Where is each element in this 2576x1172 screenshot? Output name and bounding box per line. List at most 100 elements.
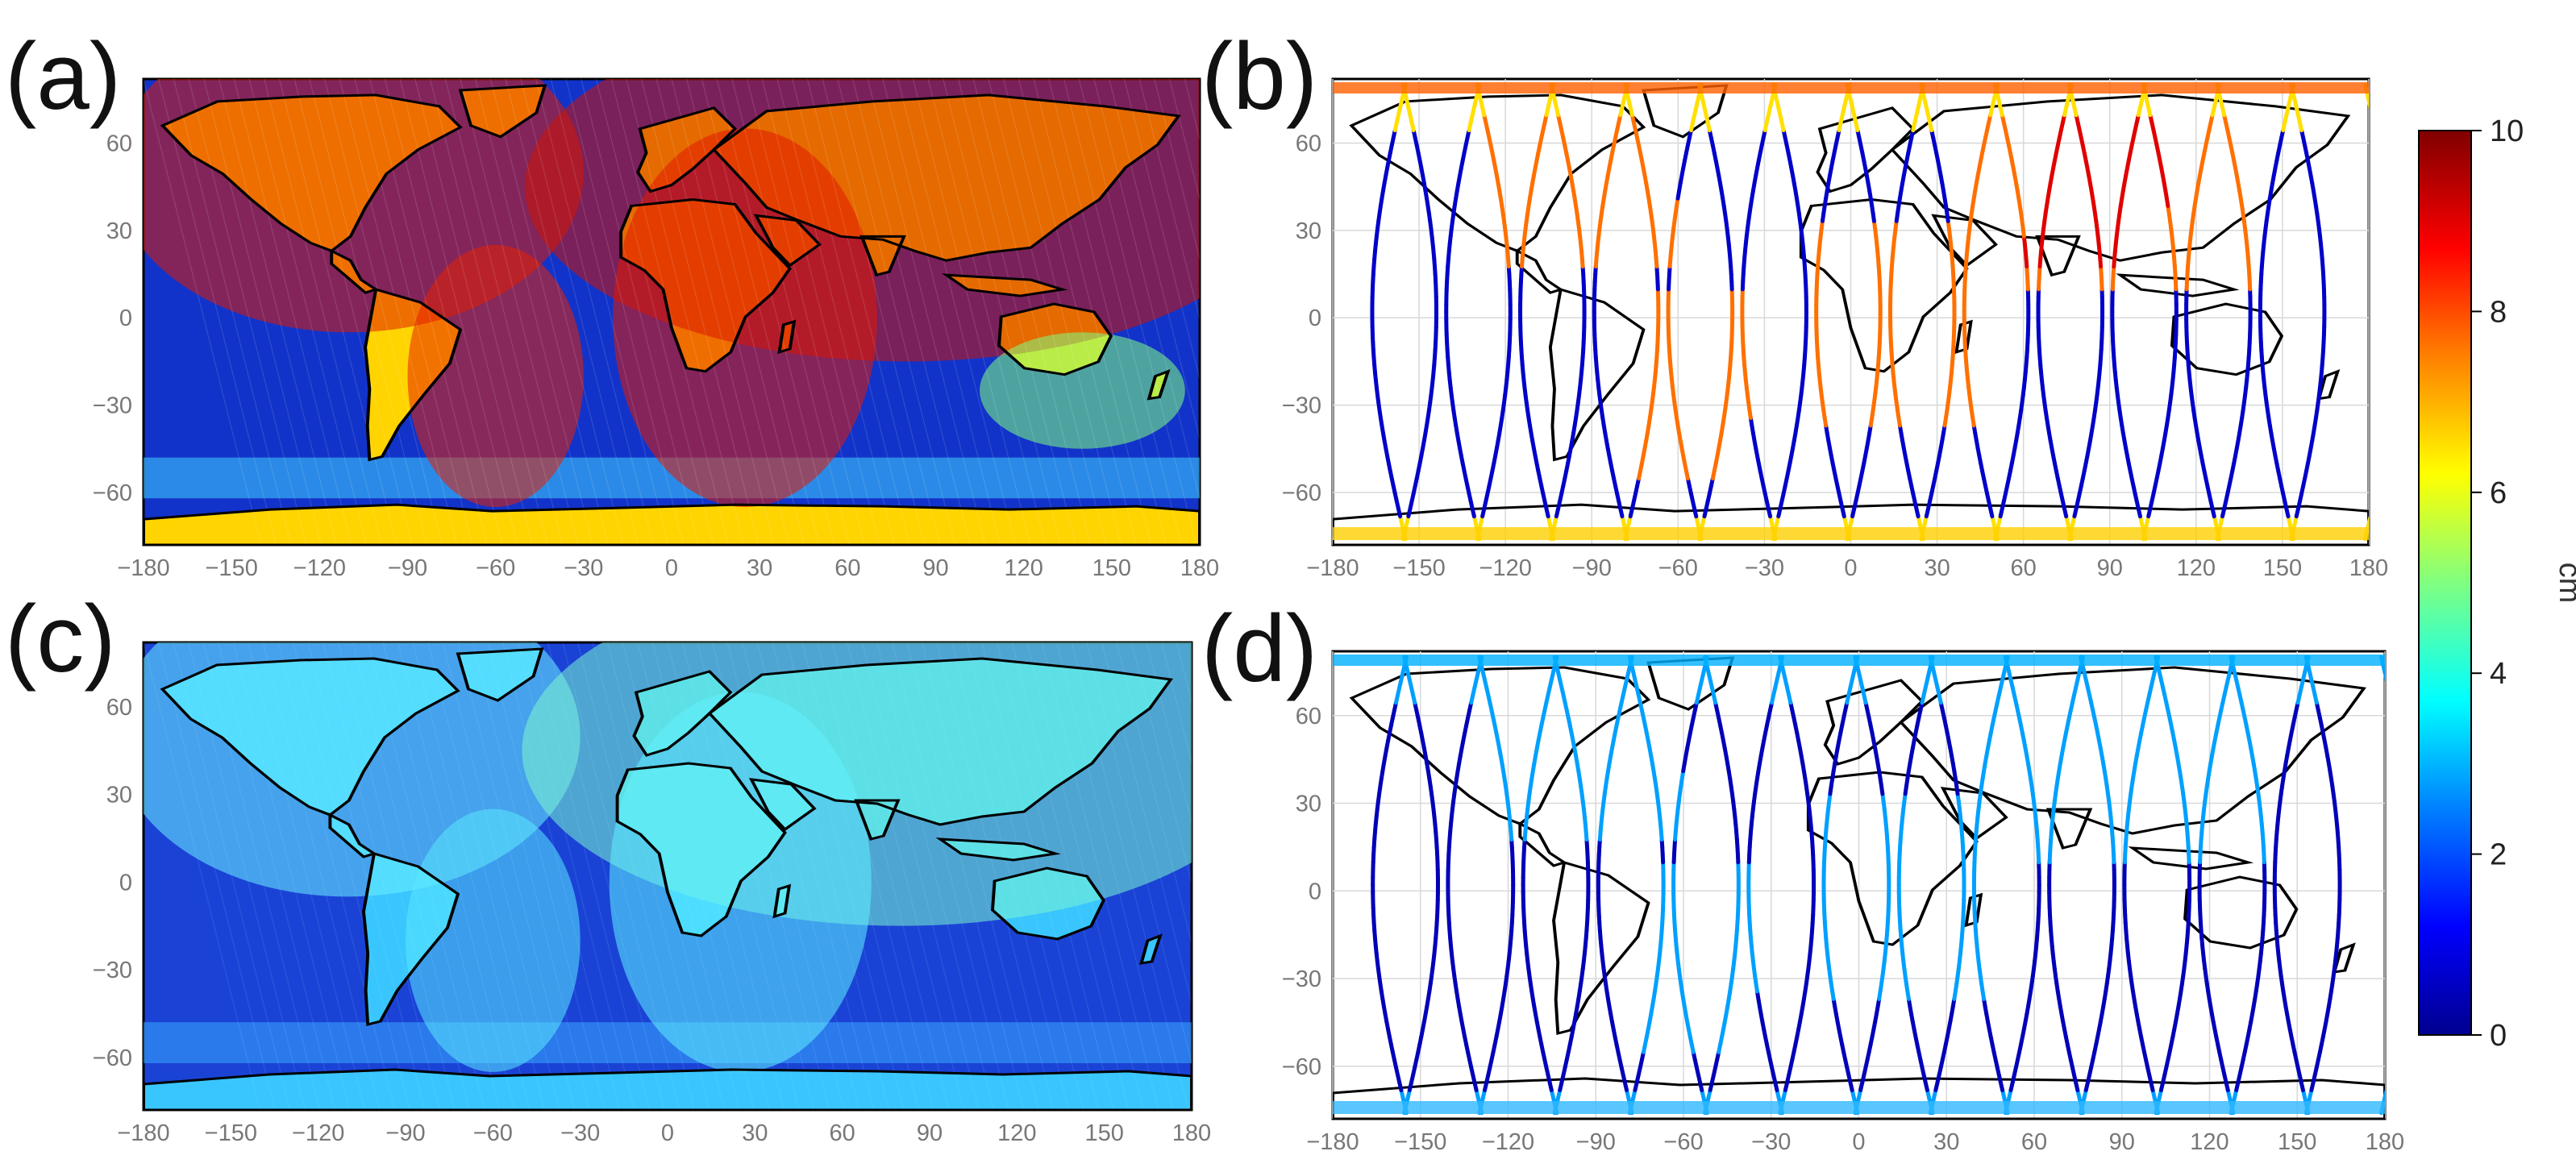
panel-c-letter: (c) [5, 586, 116, 692]
colorbar-ticks: 10 8 6 4 2 0 [2471, 114, 2524, 1053]
colorbar-tick-label: 10 [2490, 114, 2524, 148]
orbit-streak [851, 79, 971, 545]
orbit-streak [158, 79, 277, 545]
track-segment [1316, 1045, 1317, 1052]
x-tick-label: 60 [2021, 1129, 2047, 1155]
track-segment [2397, 350, 2398, 357]
panel-b-axes: −180 −150 −120 −90 −60 −30 0 30 60 90 120 150 180 60 3… [1282, 131, 2388, 581]
track-segment [1333, 83, 1334, 89]
orbit-streak [337, 642, 456, 1110]
x-tick-label: 180 [2366, 1129, 2404, 1155]
track-segment [2393, 229, 2394, 236]
x-tick-label: −180 [1306, 1129, 1359, 1155]
orbit-streak [1101, 642, 1192, 1005]
panel-c-field [144, 642, 1192, 1110]
track-segment [1310, 441, 1312, 448]
x-tick-label: 150 [2278, 1129, 2316, 1155]
track-segment [2368, 514, 2369, 517]
track-segment [1298, 916, 1299, 923]
track-segment [1307, 418, 1308, 425]
orbit-streak [505, 79, 624, 545]
track-segment [1328, 1098, 1330, 1105]
track-segment [1312, 448, 1313, 455]
track-segment [2396, 259, 2397, 266]
track-segment [2378, 145, 2380, 152]
y-tick-label: 0 [1309, 305, 1321, 331]
orbit-streak [520, 79, 639, 545]
orbit-streak [607, 642, 725, 1110]
orbit-streak [756, 642, 875, 1110]
orbit-streak [277, 642, 396, 1110]
orbit-streak [1041, 642, 1159, 1110]
orbit-streak [882, 79, 1001, 545]
orbit-streak [927, 79, 1047, 545]
orbit-streak [550, 79, 669, 545]
orbit-streak [382, 642, 501, 1110]
track-segment [1326, 672, 1328, 680]
track-segment [1312, 741, 1313, 748]
track-segment [2395, 718, 2397, 725]
x-tick-label: −120 [1482, 1129, 1534, 1155]
track-segment [2413, 832, 2414, 839]
y-tick-label: 0 [119, 305, 132, 331]
track-segment [2401, 1014, 2403, 1021]
orbit-streak [352, 642, 471, 1110]
track-segment [1301, 954, 1302, 961]
orbit-streak [412, 642, 531, 1110]
orbit-streak [532, 642, 650, 1110]
orbit-streak [576, 642, 695, 1110]
x-tick-label: −180 [117, 1120, 169, 1146]
track-segment [1333, 535, 1334, 541]
x-tick-label: −150 [1394, 1129, 1446, 1155]
track-segment [1302, 380, 1303, 388]
x-tick-label: 120 [2177, 555, 2216, 581]
x-tick-label: −60 [1663, 1129, 1703, 1155]
orbit-streak [726, 642, 845, 1110]
orbit-streak [1017, 79, 1137, 545]
track-segment [2410, 961, 2411, 968]
track-segment [2399, 734, 2400, 741]
track-segment [2392, 221, 2393, 228]
orbit-streak [837, 79, 955, 545]
x-tick-label: −60 [473, 1120, 513, 1146]
track-segment [2407, 976, 2408, 983]
orbit-streak [369, 79, 488, 545]
orbit-streak [248, 79, 368, 545]
track-segment [2392, 703, 2394, 710]
orbit-streak [716, 79, 835, 545]
polar-track-band [1333, 527, 2369, 540]
orbit-streak [232, 642, 351, 1110]
y-tick-label: 60 [1296, 131, 1321, 156]
x-tick-label: 180 [2349, 555, 2388, 581]
x-tick-label: 30 [1924, 555, 1950, 581]
track-segment [1326, 517, 1328, 524]
x-tick-label: 60 [2011, 555, 2037, 581]
orbit-streak [981, 642, 1100, 1110]
x-tick-label: −120 [1479, 555, 1532, 581]
x-tick-label: 90 [2097, 555, 2123, 581]
track-segment [2392, 395, 2393, 402]
orbit-streak [786, 642, 905, 1110]
orbit-streak [876, 642, 995, 1110]
track-segment [1309, 1007, 1310, 1014]
x-tick-label: −30 [1751, 1129, 1791, 1155]
x-tick-label: 150 [1092, 555, 1131, 581]
orbit-streak [293, 642, 410, 1110]
orbit-streak [1056, 642, 1174, 1110]
orbit-streak [1154, 79, 1200, 261]
x-tick-label: −90 [1576, 1129, 1616, 1155]
orbit-streak [517, 642, 635, 1110]
x-tick-label: 90 [2109, 1129, 2135, 1155]
orbit-streak [988, 79, 1107, 545]
orbit-streak [906, 642, 1025, 1110]
track-segment [2394, 380, 2395, 388]
track-segment [2378, 471, 2380, 478]
orbit-streak [671, 79, 790, 545]
x-tick-label: −90 [385, 1120, 425, 1146]
track-segment [2393, 388, 2394, 395]
y-tick-label: −60 [93, 1045, 132, 1071]
orbit-streak [1146, 642, 1192, 825]
orbit-streak [1116, 642, 1192, 945]
colorbar-tick-label: 4 [2490, 657, 2507, 691]
track-segment [2404, 763, 2406, 771]
